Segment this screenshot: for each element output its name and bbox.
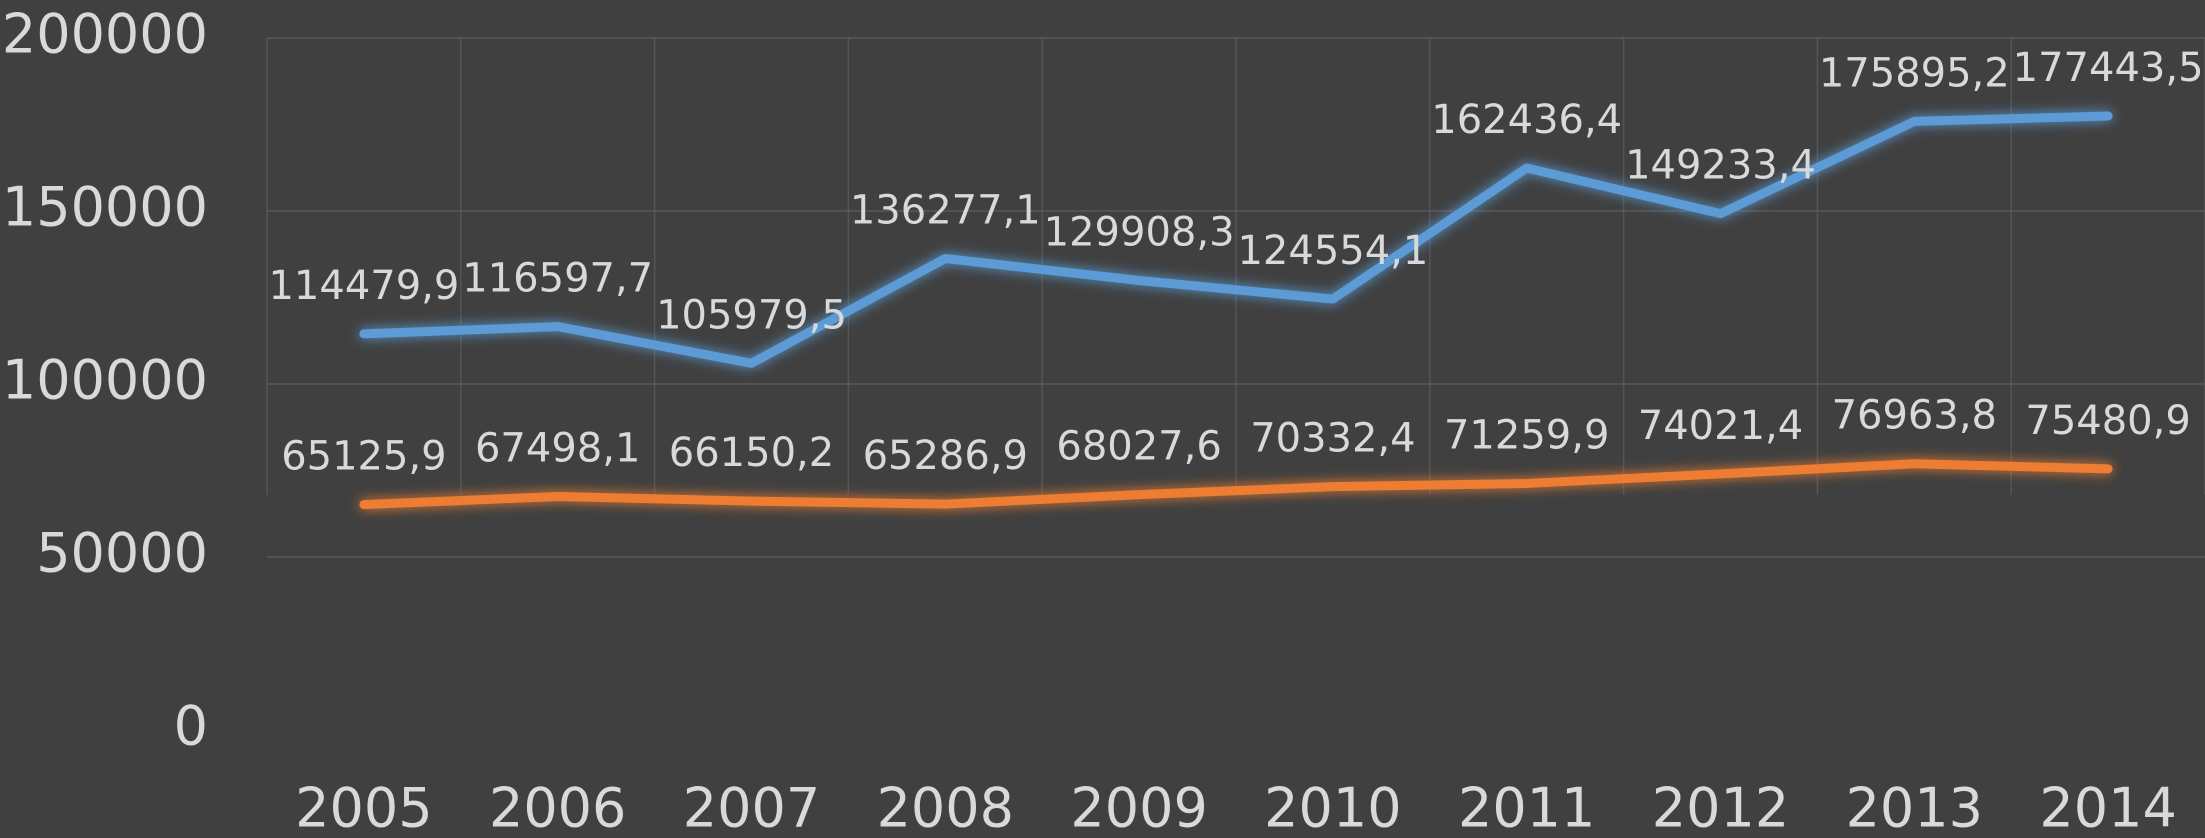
x-tick-label: 2013 <box>1846 777 1983 838</box>
series-line <box>359 111 2113 368</box>
data-label: 71259,9 <box>1444 412 1609 458</box>
x-tick-label: 2005 <box>295 777 432 838</box>
data-label: 76963,8 <box>1832 393 1997 439</box>
series-line <box>359 459 2113 510</box>
data-label: 162436,4 <box>1431 97 1622 143</box>
x-tick-label: 2012 <box>1652 777 1789 838</box>
x-tick-label: 2014 <box>2039 777 2176 838</box>
data-label: 116597,7 <box>462 256 653 302</box>
data-label: 66150,2 <box>669 430 834 476</box>
x-tick-label: 2007 <box>683 777 820 838</box>
data-label: 105979,5 <box>656 292 847 338</box>
x-tick-label: 2011 <box>1458 777 1595 838</box>
data-label: 136277,1 <box>850 187 1041 233</box>
data-label: 67498,1 <box>475 425 640 471</box>
x-tick-label: 2009 <box>1070 777 1207 838</box>
data-label: 114479,9 <box>268 263 459 309</box>
y-tick-label: 50000 <box>36 522 208 585</box>
data-label: 65286,9 <box>863 433 1028 479</box>
y-tick-label: 200000 <box>2 3 208 66</box>
data-label: 129908,3 <box>1044 210 1235 256</box>
data-label: 65125,9 <box>281 434 446 480</box>
data-label: 124554,1 <box>1237 228 1428 274</box>
y-tick-label: 100000 <box>2 349 208 412</box>
data-label: 74021,4 <box>1638 403 1803 449</box>
data-label: 175895,2 <box>1819 50 2010 96</box>
y-tick-label: 0 <box>174 695 208 758</box>
data-label: 75480,9 <box>2025 398 2190 444</box>
data-label: 68027,6 <box>1056 424 1221 470</box>
data-label: 149233,4 <box>1625 143 1816 189</box>
x-tick-label: 2010 <box>1264 777 1401 838</box>
data-label: 177443,5 <box>2013 45 2204 91</box>
data-label: 70332,4 <box>1250 416 1415 462</box>
x-tick-label: 2008 <box>877 777 1014 838</box>
x-tick-label: 2006 <box>489 777 626 838</box>
y-tick-label: 150000 <box>2 176 208 239</box>
